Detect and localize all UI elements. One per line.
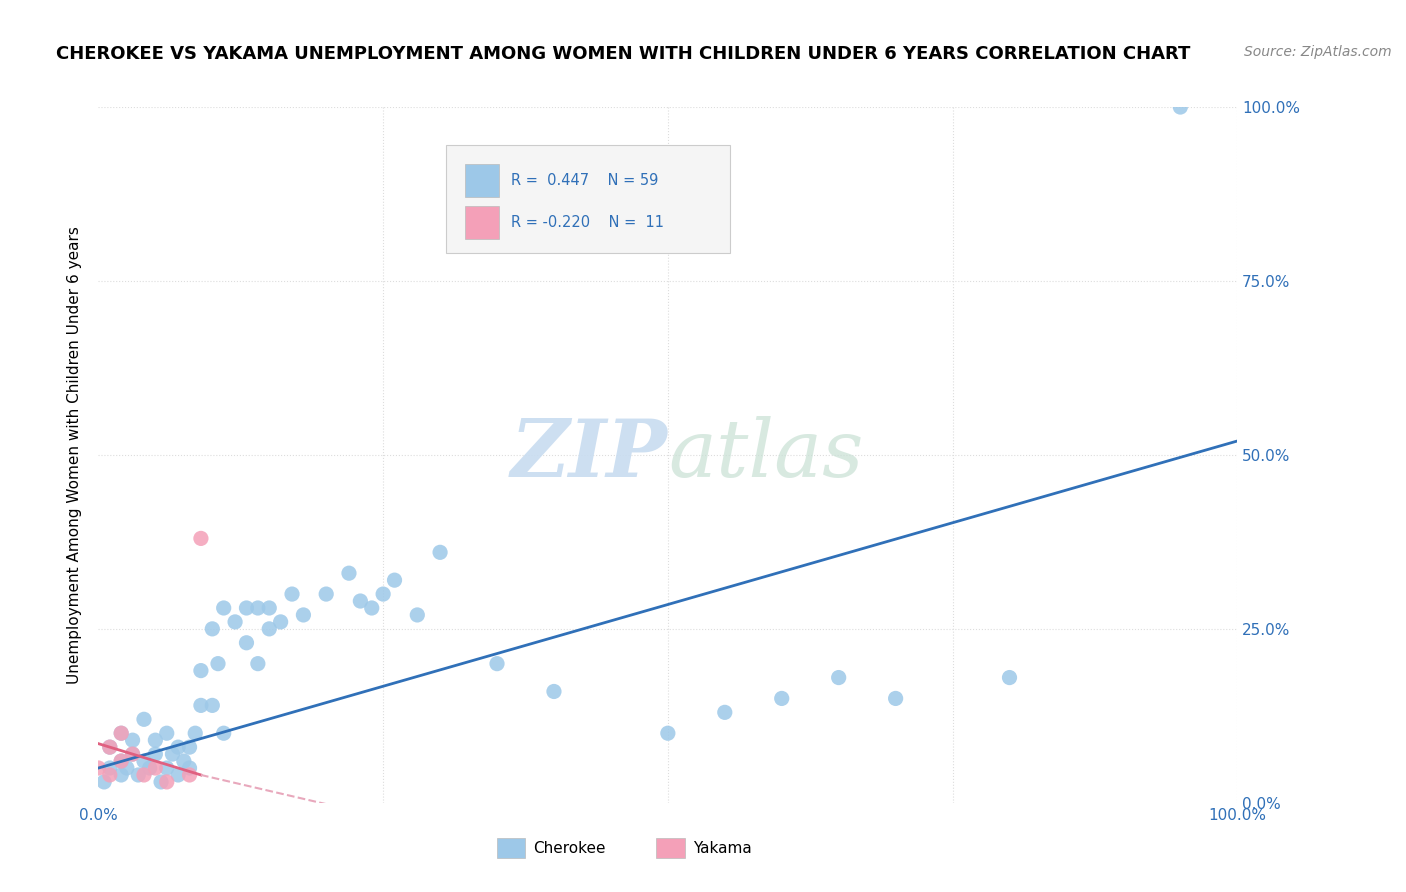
Point — [150, 775, 173, 789]
FancyBboxPatch shape — [657, 838, 685, 858]
Point — [212, 726, 235, 740]
Text: ZIP: ZIP — [510, 417, 668, 493]
Point — [167, 768, 190, 782]
Y-axis label: Unemployment Among Women with Children Under 6 years: Unemployment Among Women with Children U… — [67, 226, 83, 684]
FancyBboxPatch shape — [465, 164, 499, 197]
Text: R =  0.447    N = 59: R = 0.447 N = 59 — [510, 173, 658, 188]
Point — [179, 761, 201, 775]
Point — [235, 601, 257, 615]
Point — [1170, 100, 1192, 114]
Point — [173, 754, 195, 768]
Point — [98, 740, 121, 755]
Point — [127, 768, 149, 782]
Point — [884, 691, 907, 706]
Point — [373, 587, 395, 601]
Point — [360, 601, 382, 615]
Point — [384, 573, 406, 587]
Point — [714, 706, 737, 720]
Point — [270, 615, 292, 629]
Point — [93, 775, 115, 789]
Point — [167, 740, 190, 755]
Point — [201, 622, 224, 636]
Point — [121, 733, 143, 747]
Point — [184, 726, 207, 740]
Point — [998, 671, 1021, 685]
Point — [201, 698, 224, 713]
Point — [132, 712, 155, 726]
Point — [292, 607, 315, 622]
Point — [543, 684, 565, 698]
Point — [110, 726, 132, 740]
Point — [259, 601, 281, 615]
Point — [110, 726, 132, 740]
Text: Yakama: Yakama — [693, 840, 752, 855]
Point — [486, 657, 509, 671]
Point — [406, 607, 429, 622]
Point — [315, 587, 337, 601]
Point — [259, 622, 281, 636]
Text: Cherokee: Cherokee — [533, 840, 606, 855]
Point — [190, 698, 212, 713]
Point — [132, 754, 155, 768]
Point — [337, 566, 360, 581]
Point — [145, 733, 167, 747]
Point — [770, 691, 793, 706]
Point — [98, 768, 121, 782]
Point — [138, 761, 160, 775]
Point — [190, 664, 212, 678]
Point — [212, 601, 235, 615]
Point — [349, 594, 371, 608]
Point — [132, 768, 155, 782]
FancyBboxPatch shape — [465, 206, 499, 239]
Point — [145, 747, 167, 761]
Point — [429, 545, 451, 559]
FancyBboxPatch shape — [446, 145, 731, 253]
Point — [179, 740, 201, 755]
Point — [235, 636, 257, 650]
Point — [121, 747, 143, 761]
Point — [110, 754, 132, 768]
Point — [207, 657, 229, 671]
Point — [98, 761, 121, 775]
Point — [87, 761, 110, 775]
Point — [156, 726, 179, 740]
Point — [156, 761, 179, 775]
FancyBboxPatch shape — [498, 838, 526, 858]
Point — [162, 747, 184, 761]
Point — [281, 587, 304, 601]
Text: Source: ZipAtlas.com: Source: ZipAtlas.com — [1244, 45, 1392, 59]
Point — [156, 775, 179, 789]
Point — [110, 754, 132, 768]
Point — [179, 768, 201, 782]
Text: CHEROKEE VS YAKAMA UNEMPLOYMENT AMONG WOMEN WITH CHILDREN UNDER 6 YEARS CORRELAT: CHEROKEE VS YAKAMA UNEMPLOYMENT AMONG WO… — [56, 45, 1191, 62]
Text: R = -0.220    N =  11: R = -0.220 N = 11 — [510, 215, 664, 230]
Point — [246, 657, 269, 671]
Point — [657, 726, 679, 740]
Text: atlas: atlas — [668, 417, 863, 493]
Point — [98, 740, 121, 755]
Point — [121, 747, 143, 761]
Point — [190, 532, 212, 546]
Point — [115, 761, 138, 775]
Point — [246, 601, 269, 615]
Point — [224, 615, 246, 629]
Point — [145, 761, 167, 775]
Point — [110, 768, 132, 782]
Point — [828, 671, 851, 685]
